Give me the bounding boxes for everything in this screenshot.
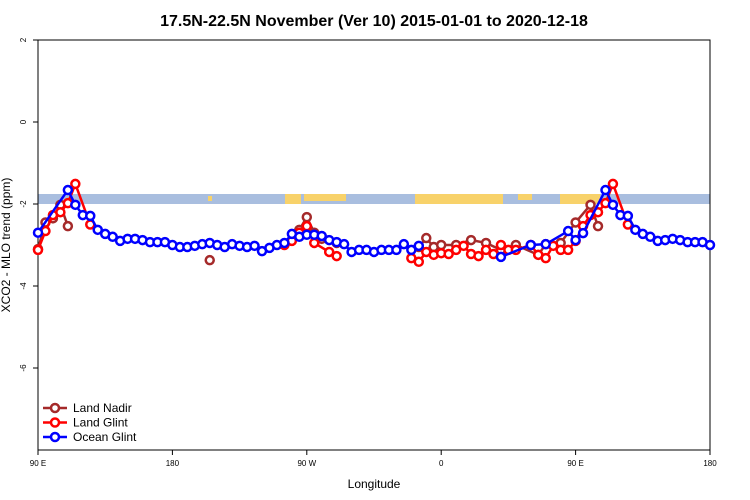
point [413, 256, 425, 268]
y-tick-label: -2 [19, 200, 28, 208]
plot-frame [37, 39, 711, 451]
series [32, 178, 634, 268]
x-tick-label: 90 E [567, 459, 583, 468]
x-axis-label: Longitude [348, 477, 401, 491]
point [32, 227, 44, 238]
point [622, 210, 634, 222]
point [70, 178, 81, 190]
point [323, 246, 335, 258]
point [495, 239, 507, 251]
legend-marker [49, 417, 61, 428]
y-tick-label: -6 [19, 364, 28, 372]
point [70, 199, 81, 211]
point [600, 184, 611, 196]
point [465, 234, 477, 246]
point [540, 252, 551, 264]
point [562, 225, 574, 237]
point [204, 254, 215, 266]
point [592, 220, 604, 232]
x-tick-label: 0 [439, 459, 444, 468]
point [480, 244, 492, 256]
x-tick-label: 180 [166, 459, 180, 468]
point [443, 248, 454, 260]
point [607, 178, 619, 190]
y-tick-label: 2 [19, 37, 28, 42]
point [577, 227, 589, 239]
point [421, 232, 432, 244]
land-strip [415, 194, 503, 204]
point [62, 220, 74, 232]
point [406, 244, 417, 256]
point [570, 234, 581, 246]
point [473, 250, 484, 262]
point [413, 240, 425, 252]
point [249, 240, 260, 252]
land-ocean-strip [38, 194, 710, 204]
point [540, 238, 551, 250]
point [279, 237, 290, 249]
legend-label: Ocean Glint [73, 430, 137, 444]
land-strip [518, 194, 532, 200]
legend-marker [49, 431, 61, 443]
series [32, 184, 716, 263]
point [92, 224, 103, 236]
point [562, 244, 574, 256]
x-tick-label: 90 E [30, 459, 46, 468]
point [398, 238, 410, 250]
point [458, 240, 469, 252]
point [62, 184, 74, 196]
point [301, 211, 313, 223]
point [391, 244, 402, 256]
point [645, 231, 656, 243]
point [107, 231, 118, 243]
point [85, 210, 96, 222]
legend-label: Land Glint [73, 416, 128, 430]
point [630, 224, 641, 236]
point [331, 250, 342, 262]
y-tick-label: -4 [19, 282, 28, 290]
point [316, 230, 327, 242]
point [450, 244, 462, 256]
land-strip [285, 194, 301, 204]
legend-marker [49, 402, 61, 414]
land-strip [560, 194, 600, 204]
point [301, 220, 313, 232]
land-strip [304, 194, 346, 201]
x-tick-label: 90 W [297, 459, 316, 468]
point [435, 239, 447, 251]
chart-title: 17.5N-22.5N November (Ver 10) 2015-01-01… [160, 13, 588, 30]
ocean-strip [38, 194, 710, 204]
point [585, 199, 596, 211]
point [309, 237, 320, 249]
point [338, 238, 350, 250]
x-tick-label: 180 [703, 459, 717, 468]
point [704, 239, 716, 251]
point [55, 206, 66, 218]
point [525, 239, 537, 251]
land-strip [208, 196, 212, 201]
point [32, 244, 44, 256]
point [495, 251, 507, 263]
legend-label: Land Nadir [73, 401, 132, 415]
y-axis-label: XCO2 - MLO trend (ppm) [0, 178, 13, 313]
y-tick-label: 0 [19, 119, 28, 124]
point [607, 199, 619, 211]
